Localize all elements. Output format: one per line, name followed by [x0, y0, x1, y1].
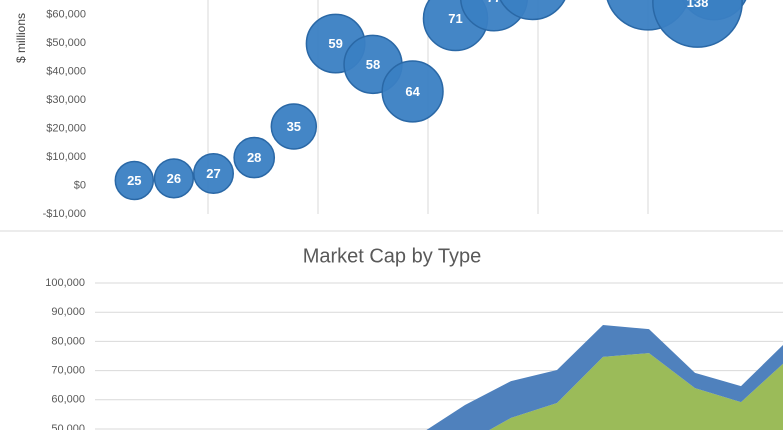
y-tick-label: 90,000	[51, 306, 85, 318]
bubble	[233, 136, 276, 179]
bubble-label: 138	[687, 0, 709, 10]
area-chart: Market Cap by Type $ millions 50,00060,0…	[6, 245, 783, 430]
y-tick-label: $30,000	[46, 94, 86, 106]
bubble-label: 35	[287, 119, 301, 134]
y-tick-label: 80,000	[51, 335, 85, 347]
bubble-chart: $ millions -$10,000 $0 $10,000 $20,000 $30,0…	[14, 0, 747, 220]
bubble	[270, 103, 318, 150]
y-axis-title: $ millions	[14, 13, 28, 63]
bubble-label: 77	[487, 0, 501, 5]
bubble-label: 26	[167, 171, 181, 186]
bubble	[381, 60, 444, 123]
bubble-label: 58	[366, 57, 380, 72]
bubble	[499, 0, 566, 21]
bubble	[193, 153, 234, 195]
bubble	[652, 0, 743, 48]
bubble-label: 28	[247, 150, 261, 165]
y-tick-label: 100,000	[45, 277, 85, 289]
bubble-label: 64	[405, 84, 420, 99]
bubble	[114, 160, 155, 201]
y-tick-label: $50,000	[46, 37, 86, 49]
bubble-label: 25	[127, 173, 141, 188]
y-tick-label: 50,000	[51, 423, 85, 430]
area	[489, 353, 783, 430]
chart-title: Market Cap by Type	[303, 245, 482, 267]
y-tick-label: 60,000	[51, 394, 85, 406]
area	[426, 325, 783, 430]
y-tick-label: $0	[74, 179, 86, 191]
plot-area	[426, 325, 783, 430]
bubble	[153, 158, 195, 199]
y-tick-label: $60,000	[46, 8, 86, 20]
plot-area: 252627283559586471779012585138	[114, 0, 747, 201]
y-tick-label: 70,000	[51, 365, 85, 377]
y-tick-label: $20,000	[46, 122, 86, 134]
bubble-label: 27	[206, 166, 220, 181]
y-tick-label: $10,000	[46, 151, 86, 163]
y-tick-label: -$10,000	[43, 208, 86, 220]
bubble-label: 71	[448, 11, 462, 26]
y-tick-label: $40,000	[46, 65, 86, 77]
bubble-label: 59	[328, 36, 342, 51]
